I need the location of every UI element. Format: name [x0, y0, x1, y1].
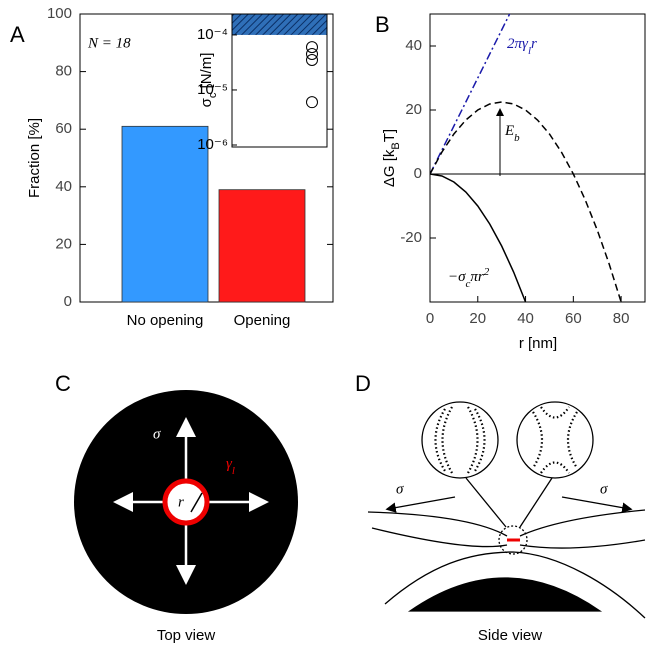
inset: 10⁻⁶ 10⁻⁵ 10⁻⁴ σc [N/m]: [197, 13, 328, 153]
point: [306, 54, 318, 67]
panel-label: C: [55, 371, 71, 396]
plot-frame: [231, 13, 328, 148]
membrane: [519, 509, 646, 537]
y-tick-label: 80: [55, 63, 72, 80]
label-part: c: [207, 92, 219, 98]
bar: [218, 189, 306, 303]
panel-label: A: [10, 22, 25, 47]
point: [306, 41, 318, 54]
zoom-line: [519, 477, 553, 528]
panel-label: B: [375, 12, 390, 37]
y-axis-label: ΔG [kBT]: [381, 129, 402, 187]
caption: Top view: [157, 627, 216, 644]
x-axis-label: r [nm]: [519, 335, 557, 352]
chart-body: -20 0 20 40 0 20 40 60 80: [400, 13, 646, 327]
chart-body: 10⁻⁶ 10⁻⁵ 10⁻⁴: [197, 13, 328, 153]
x-tick-label: 80: [613, 310, 630, 327]
y-tick-label: 10⁻⁶: [197, 136, 228, 153]
gamma-label: γl: [226, 456, 235, 476]
y-axis-label: Fraction [%]: [26, 118, 43, 198]
shaded-range: [232, 14, 327, 35]
chart-body: 0 20 40 60 80 100 No opening Opening: [47, 5, 334, 329]
annotation: N = 18: [87, 35, 131, 51]
x-tick-label: No opening: [127, 312, 204, 329]
series-label: 2πγlr: [507, 36, 537, 56]
point: [306, 96, 318, 109]
sigma-label: σ: [153, 426, 161, 442]
top-view-diagram: r σ γl Top view: [74, 390, 298, 644]
caption: Side view: [478, 627, 542, 644]
label-part: l: [528, 45, 531, 57]
series-line: [430, 101, 622, 302]
panel-a: 0 20 40 60 80 100 No opening Opening Fraction […: [26, 5, 334, 329]
point: [306, 48, 318, 61]
tension-arrow: [561, 496, 633, 513]
zoom-region: [498, 525, 528, 555]
panel-label: D: [355, 371, 371, 396]
label-part: −σ: [448, 269, 466, 285]
sigma-label: σ: [396, 481, 404, 497]
y-tick-label: 20: [55, 235, 72, 252]
zoom-circle: [421, 401, 499, 479]
pore: [162, 478, 210, 526]
membrane: [519, 539, 646, 549]
annotation: Eb: [504, 123, 520, 143]
label-part: c: [466, 278, 471, 290]
y-tick-label: 60: [55, 120, 72, 137]
bilayer: [434, 406, 578, 474]
label-part: σ: [198, 97, 215, 107]
label-part: T]: [381, 129, 398, 142]
y-tick-label: 10⁻⁵: [197, 81, 228, 98]
x-tick-label: Opening: [234, 312, 291, 329]
series-label: −σcπr2: [448, 266, 490, 290]
label-part: πr: [470, 269, 484, 285]
tension-arrow: [385, 496, 456, 513]
y-tick-label: 100: [47, 5, 72, 22]
x-tick-label: 20: [469, 310, 486, 327]
label-part: [N/m]: [198, 53, 215, 93]
series-line: [430, 14, 511, 175]
sigma-label: σ: [600, 481, 608, 497]
vesicle: [407, 577, 603, 612]
x-tick-label: 0: [426, 310, 434, 327]
y-tick-label: 10⁻⁴: [197, 26, 228, 43]
plot-frame: [429, 13, 646, 303]
membrane: [384, 551, 646, 619]
y-tick-label: 40: [55, 178, 72, 195]
y-axis-label: σc [N/m]: [198, 53, 219, 108]
y-tick-label: 0: [414, 165, 422, 182]
zoom-circle: [516, 401, 594, 479]
plot-area: [430, 14, 622, 302]
series-line: [430, 173, 527, 302]
radius-mark: [190, 492, 203, 513]
membrane: [371, 527, 508, 548]
tension-arrows: [113, 417, 269, 585]
inset-background: [232, 14, 327, 147]
label-part: γ: [226, 456, 233, 472]
x-tick-label: 40: [517, 310, 534, 327]
label-part: l: [232, 465, 235, 477]
x-tick-label: 60: [565, 310, 582, 327]
label-part: B: [390, 142, 402, 149]
y-tick-label: 0: [64, 293, 72, 310]
membrane: [367, 511, 508, 537]
label-part: 2: [484, 266, 490, 278]
label-part: r: [531, 36, 537, 52]
bar: [121, 125, 209, 303]
y-tick-label: 20: [405, 101, 422, 118]
zoom-line: [465, 477, 507, 528]
side-view-diagram: [367, 401, 646, 619]
y-tick-label: 40: [405, 37, 422, 54]
y-tick-label: -20: [400, 229, 422, 246]
radius-label: r: [178, 494, 184, 510]
label-part: E: [504, 123, 514, 139]
label-part: 2πγ: [507, 36, 529, 52]
label-part: ΔG [k: [381, 149, 398, 187]
label-part: b: [514, 132, 520, 144]
